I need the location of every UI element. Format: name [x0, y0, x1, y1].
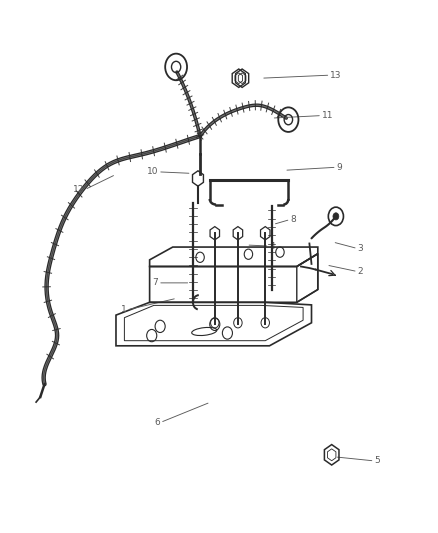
- Text: 11: 11: [322, 111, 333, 120]
- Text: 12: 12: [73, 185, 85, 194]
- Text: 7: 7: [152, 278, 158, 287]
- Text: 4: 4: [269, 241, 275, 251]
- Text: 6: 6: [154, 418, 160, 427]
- Text: 2: 2: [358, 267, 364, 276]
- Text: 9: 9: [337, 163, 343, 172]
- Text: 3: 3: [358, 244, 364, 253]
- Text: 8: 8: [290, 215, 296, 224]
- Text: 10: 10: [147, 167, 158, 176]
- Text: 1: 1: [121, 305, 127, 314]
- Text: 13: 13: [330, 71, 342, 79]
- Circle shape: [333, 213, 339, 220]
- Text: 5: 5: [374, 456, 380, 465]
